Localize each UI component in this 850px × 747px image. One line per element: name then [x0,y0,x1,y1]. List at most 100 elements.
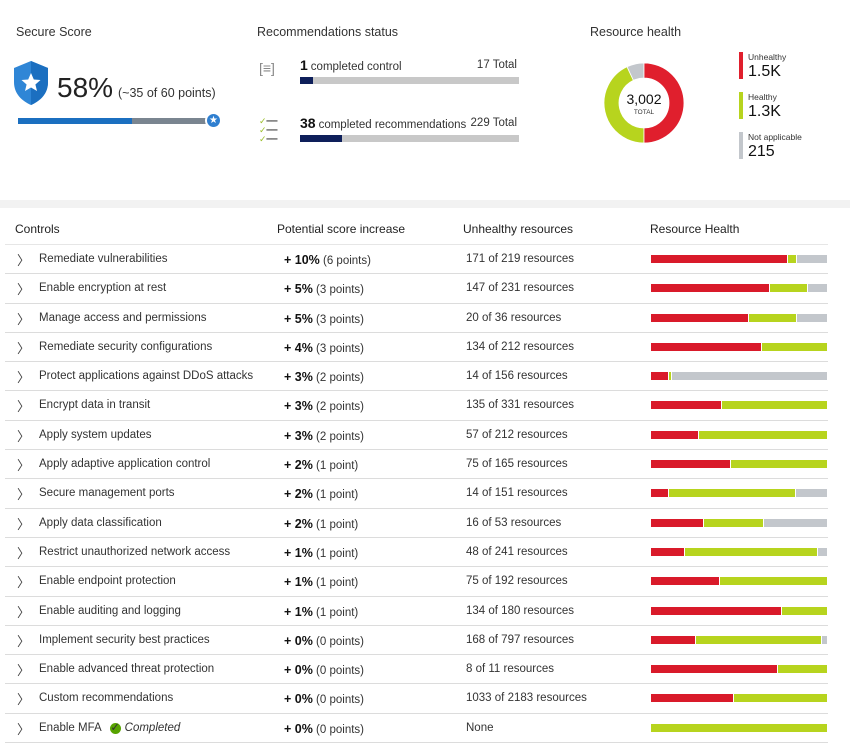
score-increase-points: (2 points) [316,430,364,443]
chevron-right-icon[interactable]: 〉 [17,516,31,532]
table-row[interactable]: 〉 Apply system updates + 3% (2 points) 5… [5,421,828,451]
completed-recommendations: 38 completed recommendations 229 Total [300,115,519,142]
table-row[interactable]: 〉 Restrict unauthorized network access +… [5,538,828,568]
controls-progress-fill [300,77,314,84]
score-increase: + 1% (1 point) [284,605,358,619]
score-increase-points: (0 points) [316,635,364,648]
resource-health-bar [651,577,827,586]
chevron-right-icon[interactable]: 〉 [17,604,31,620]
health-segment-healthy [669,372,672,381]
resource-health-bar [651,547,827,556]
table-row[interactable]: 〉 Remediate security configurations + 4%… [5,333,828,363]
check-circle-icon: ✓ [109,721,121,734]
control-name-text: Apply system updates [39,428,152,441]
resource-health-bar [651,342,827,351]
chevron-right-icon[interactable]: 〉 [17,311,31,327]
chevron-right-icon[interactable]: 〉 [17,428,31,444]
chevron-right-icon[interactable]: 〉 [17,487,31,503]
health-segment-healthy [749,313,797,322]
chevron-right-icon[interactable]: 〉 [17,399,31,415]
score-increase-points: (3 points) [316,313,364,326]
secure-score-bar-fill [18,118,132,124]
control-name: Enable auditing and logging [39,605,181,617]
health-segment-not-applicable [797,255,827,263]
chevron-right-icon[interactable]: 〉 [17,370,31,386]
control-name-text: Enable MFA [39,721,102,734]
table-row[interactable]: 〉 Enable MFA ✓ Completed + 0% (0 points) N… [5,714,828,744]
control-name-text: Secure management ports [39,487,175,500]
resource-health-bar [651,665,827,674]
chevron-right-icon[interactable]: 〉 [17,282,31,298]
donut-total-label: TOTAL [634,109,655,116]
chevron-right-icon[interactable]: 〉 [17,633,31,649]
table-row[interactable]: 〉 Enable encryption at rest + 5% (3 poin… [5,274,828,304]
chevron-right-icon[interactable]: 〉 [17,575,31,591]
table-row[interactable]: 〉 Manage access and permissions + 5% (3 … [5,304,828,333]
health-segment-not-applicable [818,547,827,556]
secure-score-percent: 58% [57,72,114,103]
unhealthy-resources: 135 of 331 resources [466,399,575,412]
table-row[interactable]: 〉 Encrypt data in transit + 3% (2 points… [5,391,828,421]
secure-score-points: (~35 of 60 points) [118,86,216,100]
unhealthy-resources: 14 of 151 resources [466,487,568,500]
table-row[interactable]: 〉 Enable endpoint protection + 1% (1 poi… [5,567,828,597]
health-segment-not-applicable [797,313,827,322]
score-increase-points: (2 points) [316,372,364,385]
health-segment-unhealthy [651,694,734,703]
score-increase-points: (1 point) [316,489,359,502]
table-row[interactable]: 〉 Custom recommendations + 0% (0 points)… [5,684,828,714]
control-name: Secure management ports [39,487,175,499]
table-row[interactable]: 〉 Remediate vulnerabilities + 10% (6 poi… [5,245,828,275]
legend-label: Unhealthy [748,52,787,62]
unhealthy-resources: 1033 of 2183 resources [466,692,587,705]
health-segment-unhealthy [651,401,721,410]
score-increase-points: (2 points) [316,401,364,414]
table-row[interactable]: 〉 Enable auditing and logging + 1% (1 po… [5,597,828,626]
control-name-text: Protect applications against DDoS attack… [39,370,254,383]
health-segment-unhealthy [651,342,762,351]
table-row[interactable]: 〉 Apply adaptive application control + 2… [5,450,828,480]
score-increase: + 2% (1 point) [284,487,358,501]
legend-value: 1.5K [748,63,781,80]
chevron-right-icon[interactable]: 〉 [17,253,31,268]
table-row[interactable]: 〉 Apply data classification + 2% (1 poin… [5,509,828,538]
chevron-right-icon[interactable]: 〉 [17,663,31,679]
control-name-text: Remediate vulnerabilities [39,253,168,265]
donut-slice-unhealthy [643,62,685,144]
table-row[interactable]: 〉 Implement security best practices + 0%… [5,626,828,656]
control-name: Enable MFA ✓ Completed [39,722,180,734]
control-name: Remediate vulnerabilities [39,253,167,265]
unhealthy-resources: None [466,721,494,734]
score-increase-points: (0 points) [316,723,364,736]
unhealthy-resources: 57 of 212 resources [466,428,568,441]
score-increase-points: (1 point) [316,606,359,619]
recs-label: completed recommendations [318,119,467,131]
star-icon: ★ [205,112,222,129]
table-row[interactable]: 〉 Enable advanced threat protection + 0%… [5,655,828,685]
health-segment-unhealthy [651,460,730,469]
table-row[interactable]: 〉 Secure management ports + 2% (1 point)… [5,479,828,509]
chevron-right-icon[interactable]: 〉 [17,340,31,356]
control-name-text: Enable advanced threat protection [39,663,215,676]
unhealthy-resources: 171 of 219 resources [466,253,575,265]
resource-health-donut: 3,002 TOTAL [603,62,685,144]
table-row[interactable]: 〉 Protect applications against DDoS atta… [5,362,828,392]
score-increase-points: (1 point) [316,518,359,531]
score-increase: + 4% (3 points) [284,341,364,355]
score-increase: + 5% (3 points) [284,312,364,326]
health-segment-unhealthy [651,372,669,381]
chevron-right-icon[interactable]: 〉 [17,458,31,474]
score-increase: + 0% (0 points) [284,634,364,648]
section-divider [0,200,850,208]
chevron-right-icon[interactable]: 〉 [17,721,31,737]
health-segment-healthy [695,635,821,644]
score-increase: + 0% (0 points) [284,692,364,706]
control-name-text: Restrict unauthorized network access [39,545,231,558]
chevron-right-icon[interactable]: 〉 [17,545,31,561]
header-potential-score: Potential score increase [277,222,406,236]
checklist-icon: ✓━━ ✓━━ ✓━━ [259,116,278,144]
score-increase: + 1% (1 point) [284,575,358,589]
resource-health-bar [651,489,827,498]
health-segment-unhealthy [651,635,695,644]
chevron-right-icon[interactable]: 〉 [17,692,31,708]
